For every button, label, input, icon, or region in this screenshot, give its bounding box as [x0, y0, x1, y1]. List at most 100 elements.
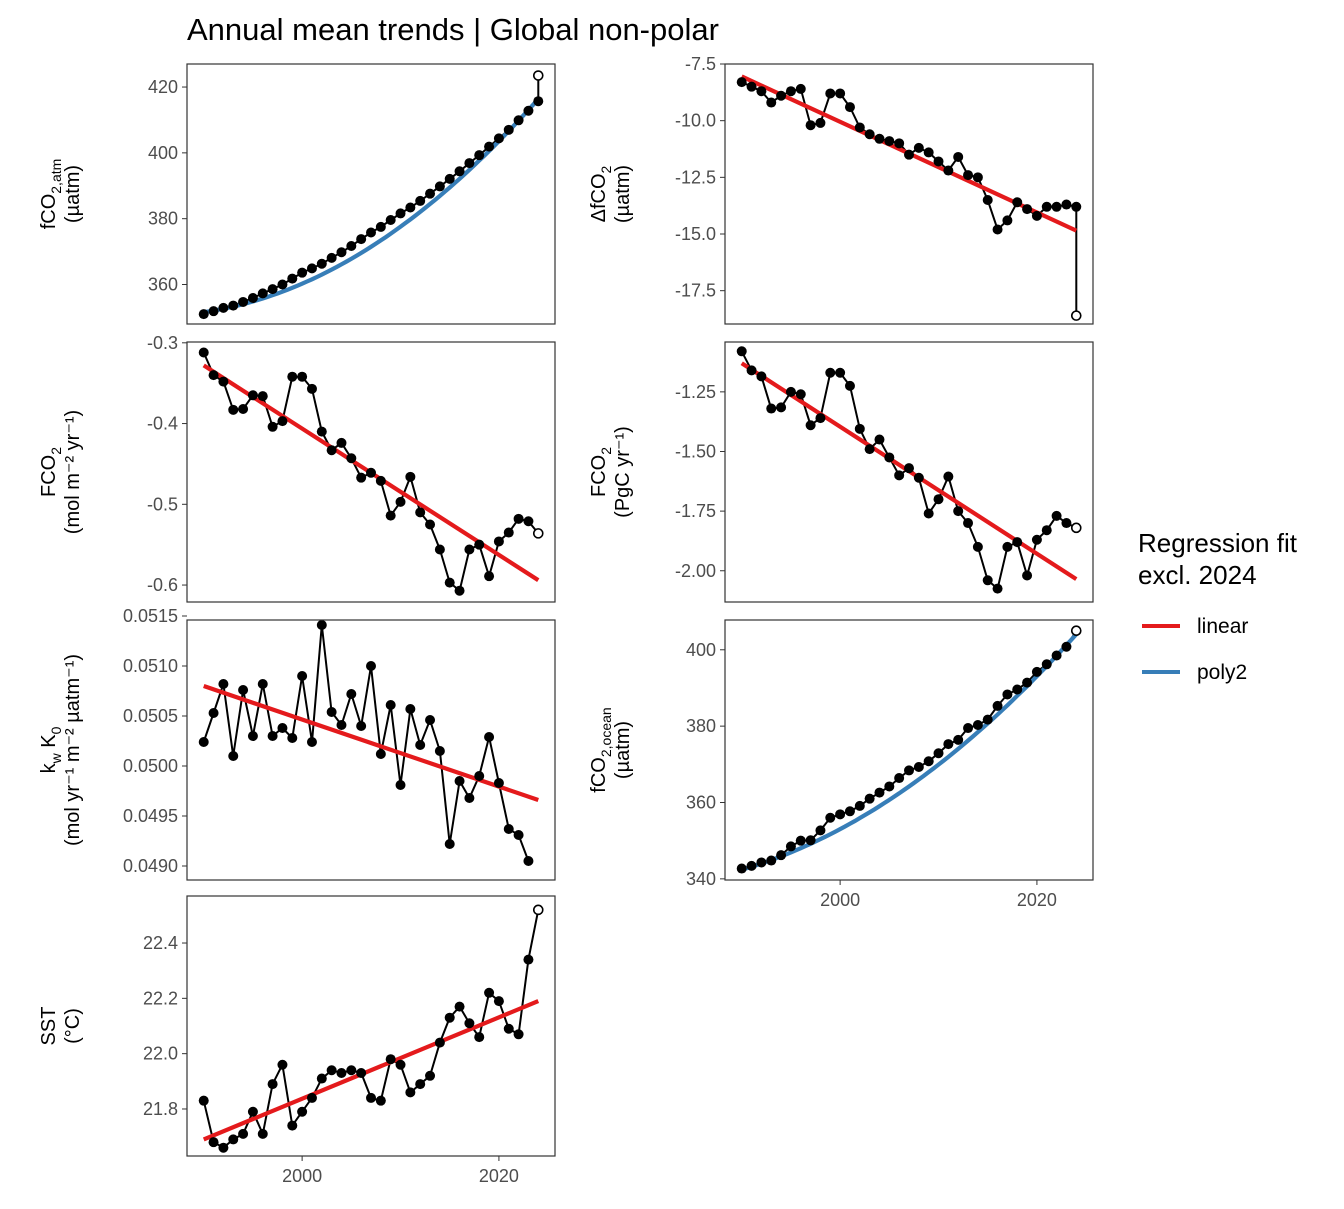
data-point [257, 288, 268, 299]
data-point [434, 181, 445, 192]
data-point [746, 860, 757, 871]
data-point [864, 793, 875, 804]
data-point [366, 661, 376, 671]
data-point [815, 413, 826, 424]
data-point [1051, 201, 1062, 212]
data-point [854, 800, 865, 811]
data-point-2024 [1070, 625, 1082, 636]
data-point [375, 749, 386, 759]
data-point [963, 518, 974, 529]
data-point [825, 88, 836, 99]
data-point [297, 371, 308, 382]
data-point [316, 426, 327, 437]
data-point [894, 138, 905, 149]
data-point [874, 434, 885, 445]
data-point [1061, 641, 1072, 652]
data-point [356, 234, 367, 245]
y-tick-label: 360 [686, 792, 716, 812]
data-point [306, 737, 317, 747]
data-point [923, 508, 934, 519]
data-point [1022, 204, 1033, 215]
data-point [963, 170, 974, 181]
data-point [513, 513, 524, 524]
data-point [316, 620, 327, 630]
data-point-2024 [532, 70, 544, 81]
data-point [776, 402, 787, 413]
panel-kw_k0: 0.0490 0.0495 0.0500 0.0505 0.0510 0.0515 kw K… [38, 606, 556, 881]
panel-border [724, 619, 1094, 881]
data-point [208, 306, 219, 317]
data-point [992, 224, 1003, 235]
data-point [434, 544, 445, 555]
data-point [198, 1095, 209, 1106]
panel-border [186, 341, 556, 603]
data-point [805, 835, 816, 846]
data-point [474, 150, 485, 161]
data-point [785, 86, 796, 97]
y-tick-label: 0.0495 [123, 806, 178, 826]
data-point [434, 1037, 445, 1048]
data-point [306, 1092, 317, 1103]
series-line [741, 81, 1078, 316]
y-axis-label-unit: (mol yr⁻¹ m⁻² µatm⁻¹) [62, 654, 84, 846]
data-point [198, 737, 209, 747]
data-point [415, 1079, 426, 1090]
data-point [776, 850, 787, 861]
y-axis-label-unit: (°C) [62, 1008, 84, 1044]
data-point [992, 700, 1003, 711]
data-point [533, 96, 544, 107]
data-point [464, 793, 475, 803]
series-line [202, 624, 530, 862]
data-point [904, 149, 914, 160]
data-point [218, 679, 229, 689]
data-point [297, 1106, 308, 1117]
data-point [1041, 525, 1052, 536]
y-tick-label: -10.0 [675, 111, 716, 131]
data-point [474, 539, 485, 550]
panel-fco2_flux_area: -0.3 -0.4 -0.5 -0.6 FCO2(mol m⁻² yr⁻¹) [38, 333, 556, 603]
data-point [982, 575, 993, 586]
data-point [326, 1065, 337, 1076]
data-point [336, 437, 347, 448]
data-point [484, 571, 495, 582]
data-point [746, 365, 757, 376]
data-point [854, 423, 865, 434]
data-point [385, 215, 396, 225]
y-tick-label: -0.5 [147, 494, 178, 514]
data-point [484, 141, 495, 152]
data-point [963, 723, 974, 734]
y-axis-label: fCO2,ocean(µatm) [588, 707, 634, 792]
data-point [277, 416, 288, 427]
data-point [884, 781, 895, 792]
y-tick-label: 22.0 [143, 1044, 178, 1064]
data-point [247, 390, 258, 401]
y-tick-label: 0.0490 [123, 856, 178, 876]
data-point [513, 830, 524, 840]
data-point [247, 1106, 258, 1117]
panel-fco2_ocean: 340 360 380 400 2000 2020 fCO2,ocean(µatm) [588, 619, 1094, 910]
y-tick-label: 0.0510 [123, 656, 178, 676]
data-point [785, 386, 796, 397]
data-point [864, 129, 875, 140]
y-tick-label: 400 [148, 143, 178, 163]
data-point [395, 1059, 406, 1070]
y-tick-label: 380 [148, 209, 178, 229]
y-axis-label-line1: FCO2 [38, 447, 64, 497]
data-point [943, 165, 954, 176]
poly2-fit-line [203, 97, 540, 315]
data-point [1022, 570, 1033, 581]
data-point [756, 371, 767, 382]
y-axis-label: FCO2(mol m⁻² yr⁻¹) [38, 410, 84, 534]
data-point [425, 188, 436, 199]
data-point [815, 825, 826, 836]
data-point [218, 302, 229, 313]
x-tick-label: 2020 [479, 1166, 519, 1186]
data-point [228, 404, 239, 415]
data-point [464, 1018, 475, 1029]
linear-fit-line [202, 999, 540, 1142]
y-axis-label-line1: fCO2,ocean [588, 707, 614, 792]
data-point [415, 740, 426, 750]
y-tick-label: -1.75 [675, 501, 716, 521]
data-point [1061, 518, 1072, 529]
data-point [523, 516, 534, 527]
